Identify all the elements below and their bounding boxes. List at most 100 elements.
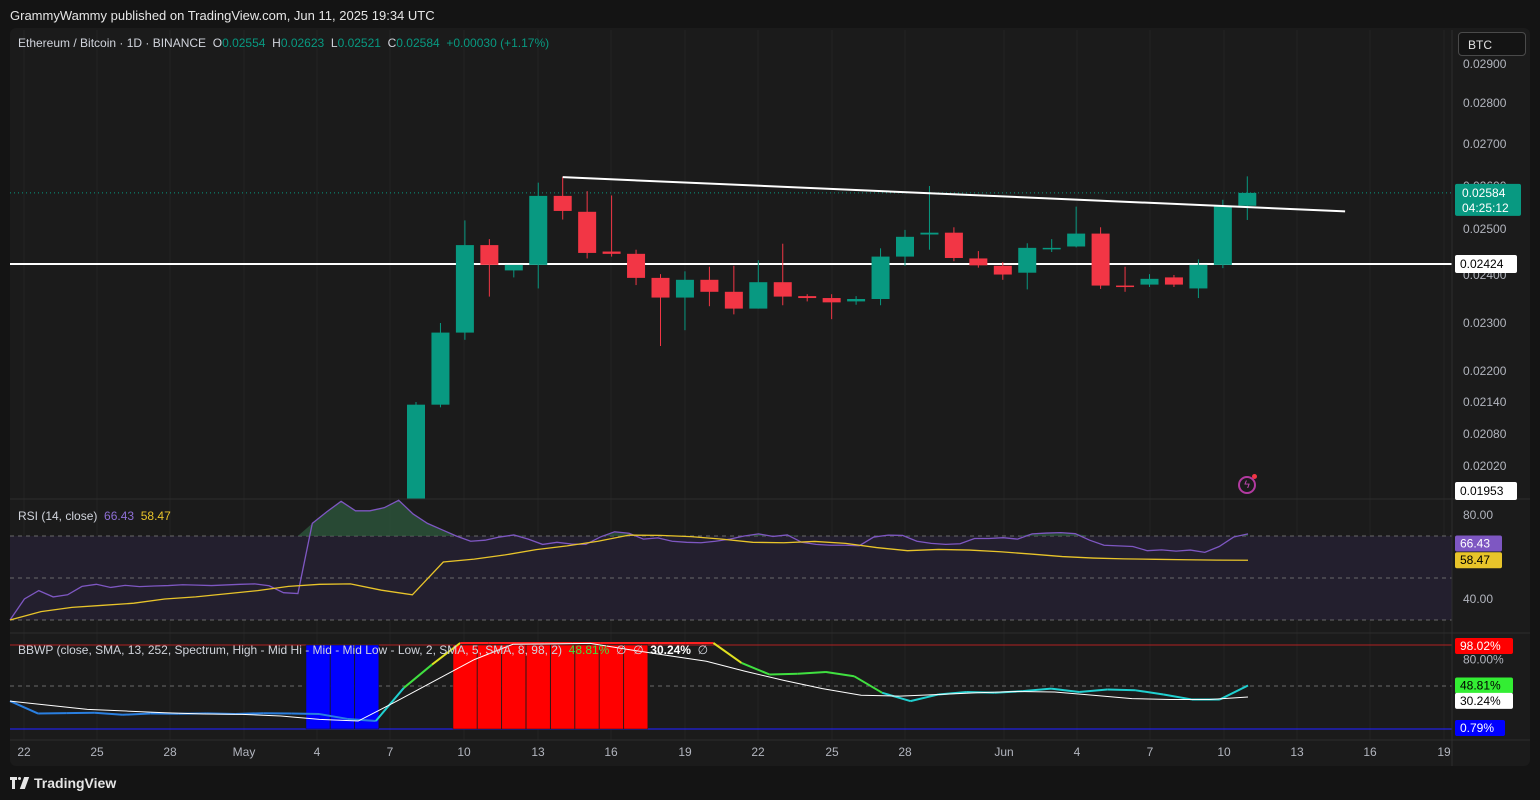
low-price-tag-bg [1455,482,1517,500]
candle [847,299,866,302]
bbwp-sep-1: ∅ [616,643,627,657]
bbwp-line-segment [122,712,151,716]
candle [1189,264,1208,289]
time-tick-label: 16 [604,745,618,759]
axes: 0.029000.028000.027000.026000.025000.024… [10,30,1530,766]
bbwp-high-column [599,644,624,730]
candle [1116,285,1135,288]
bbwp-sep-3: ∅ [697,643,709,657]
bbwp-high-column [623,644,649,730]
bbwp-line-segment [9,700,39,715]
candle [1164,277,1183,285]
rsi-tick-label: 80.00 [1463,508,1493,522]
candle [407,404,425,499]
candle [675,279,694,298]
change-value: +0.00030 (+1.17%) [446,36,550,50]
time-tick-label: 10 [457,745,471,759]
candle [969,258,988,266]
rsi-line [9,499,1249,621]
bbwp-ma-tag-bg [1455,692,1513,709]
bbwp-line-segment [853,675,883,694]
candle [553,195,572,211]
bbwp-line-segment [712,642,743,664]
price-tick-label: 0.02020 [1463,459,1507,473]
bbwp-value-tag-bg [1455,677,1513,694]
time-tick-label: 4 [314,745,321,759]
time-tick-label: 25 [825,745,839,759]
low-price-tag-text: 0.01953 [1460,484,1504,498]
candle [1091,233,1110,286]
chart-panel[interactable] [10,28,1530,766]
candle [920,232,939,235]
candle [1238,192,1257,206]
candle [944,232,963,258]
bbwp-line-segment [910,693,939,703]
price-tick-label: 0.02500 [1463,222,1507,236]
time-tick-label: 28 [898,745,912,759]
bbwp-low-tag: 0.79% [1455,720,1505,736]
rsi-ma-line [9,534,1249,621]
rsi-legend: RSI (14, close) 66.43 58.47 [18,509,171,523]
hline-price-tag-bg [1455,254,1517,273]
bbwp-high-tag-text: 98.02% [1460,639,1501,653]
bbwp-line-segment [403,663,433,689]
candle [1067,233,1086,247]
candle [480,245,499,265]
time-tick-label: 22 [17,745,31,759]
bbwp-line-segment [797,671,827,675]
bolt-icon[interactable]: ϟ [1238,476,1256,494]
bbwp-low-tag-text: 0.79% [1460,721,1494,735]
bbwp-line-segment [769,672,798,676]
rsi-overbought-fill [10,500,1248,536]
bbwp-line-segment [347,717,376,723]
bbwp-line-segment [94,711,123,716]
bbwp-ma-line [9,642,1249,722]
candle [993,265,1012,275]
bbwp-high-column [550,644,575,730]
bbwp-line-segment [235,712,264,715]
candle [822,298,841,303]
countdown-tag: 04:25:12 [1462,201,1509,215]
bbwp-line-segment [1219,684,1249,701]
bbwp-line-segment [1135,689,1164,696]
time-tick-label: 19 [678,745,692,759]
time-tick-label: 13 [531,745,545,759]
price-tick-label: 0.02700 [1463,137,1507,151]
last-price-tag: 0.02584 [1462,186,1506,200]
rsi-pane: 80.00 40.00 [9,499,1493,621]
footer-brand-text: TradingView [34,775,117,791]
tradingview-logo-icon [10,777,30,789]
bbwp-ma-value: 30.24% [650,643,691,657]
price-tick-label: 0.02900 [1463,57,1507,71]
bbwp-high-column [574,644,600,730]
bbwp-high-tag: 98.02% [1455,638,1513,654]
currency-button[interactable]: BTC [1458,32,1526,56]
bbwp-ma-tag: 30.24% [1455,692,1513,709]
candle [896,236,914,257]
symbol-legend: Ethereum / Bitcoin · 1D · BINANCE O0.025… [18,36,549,50]
rsi-ma-value-tag: 58.47 [1455,552,1502,569]
bbwp-pane: 80.00% [9,642,1504,730]
candle [749,282,768,309]
bbwp-low-column [305,644,331,730]
rsi-ma-value-tag-bg [1455,552,1502,569]
last-price-tag-bg [1455,183,1521,216]
footer-brand: TradingView [10,775,116,791]
bbwp-line-segment [741,661,771,676]
low-price-tag: 0.01953 [1455,482,1517,500]
candle [773,282,792,297]
candle [1042,247,1061,250]
bbwp-high-column [501,644,527,730]
price-plot [10,176,1452,499]
rsi-title: RSI (14, close) [18,509,98,523]
time-tick-label: 25 [90,745,104,759]
time-tick-label: 10 [1217,745,1231,759]
price-tick-label: 0.02300 [1463,316,1507,330]
bbwp-line-segment [1163,693,1192,701]
candle [602,251,621,254]
candle [529,195,548,265]
price-tick-label: 0.02080 [1463,427,1507,441]
time-tick-label: 7 [1147,745,1154,759]
time-tick-label: 16 [1363,745,1377,759]
